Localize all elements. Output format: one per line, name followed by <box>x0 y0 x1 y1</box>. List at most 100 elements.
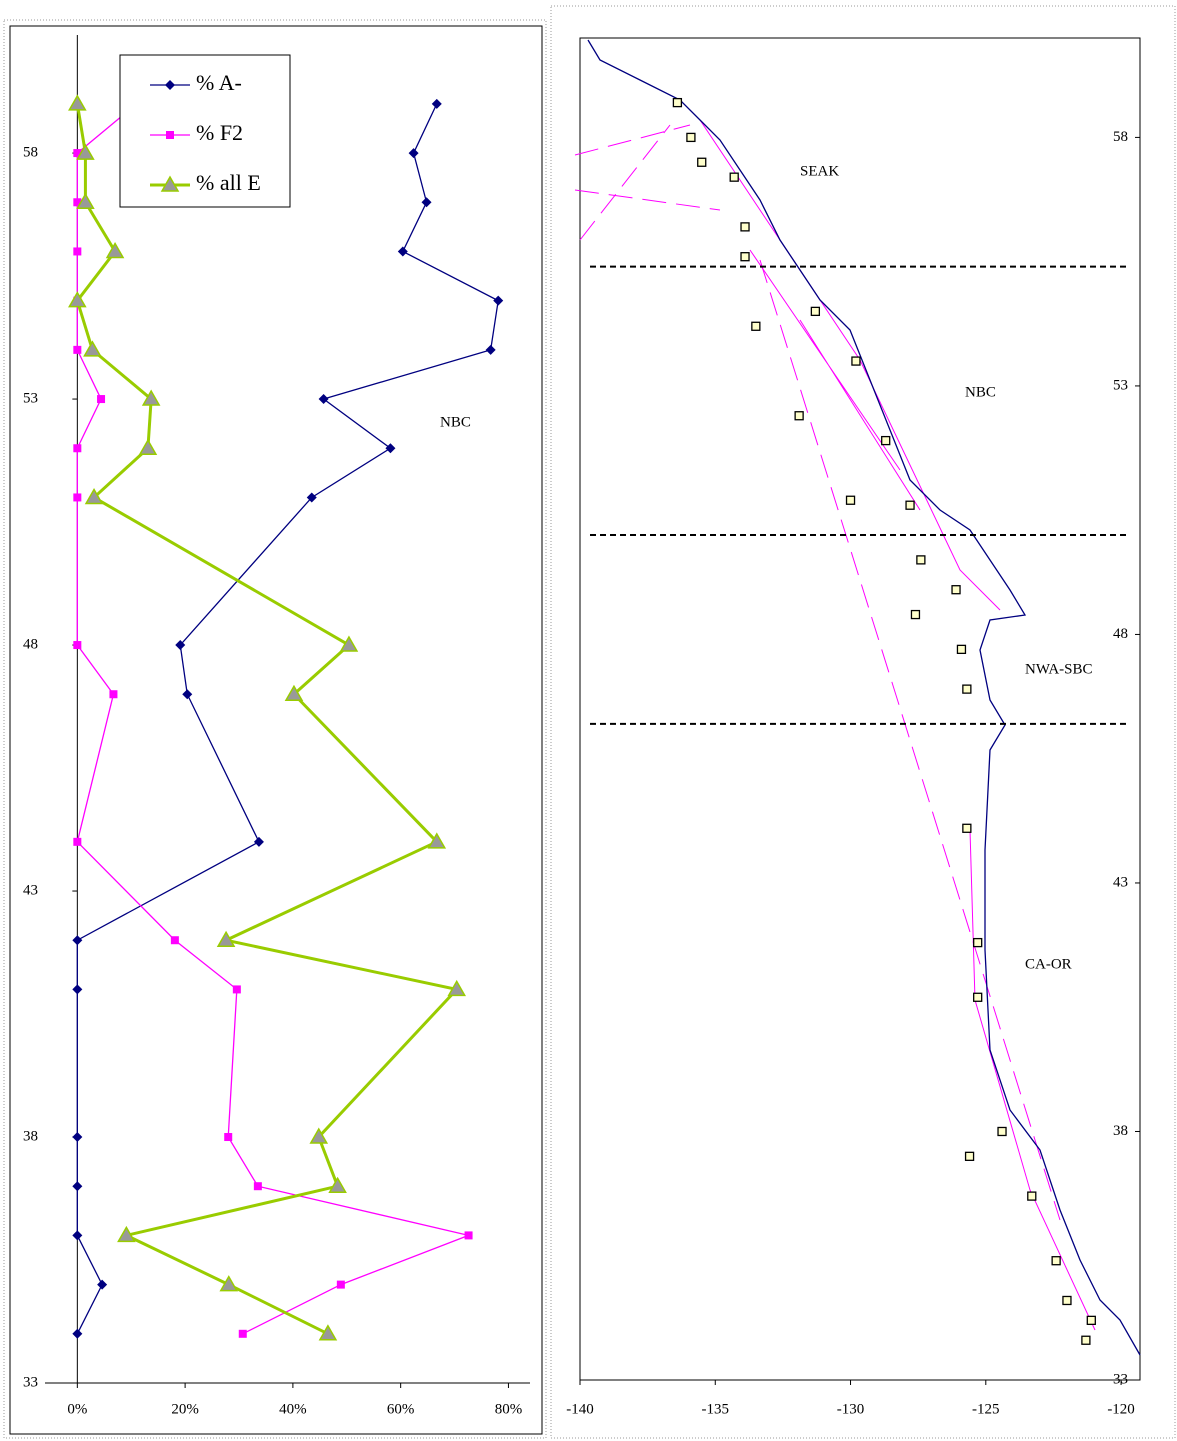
y-tick-label: 33 <box>23 1374 38 1390</box>
marker <box>72 1230 83 1241</box>
marker <box>105 241 125 259</box>
marker <box>421 197 432 208</box>
sample-point <box>881 435 891 446</box>
marker <box>73 345 82 354</box>
marker <box>284 684 304 701</box>
marker <box>493 295 504 306</box>
marker <box>219 1275 239 1292</box>
marker <box>464 1231 473 1240</box>
sample-point <box>1086 1315 1096 1326</box>
annotation: NBC <box>440 414 471 430</box>
legend-label: % F2 <box>196 120 243 145</box>
x-tick-label: -120 <box>1107 1401 1135 1417</box>
marker <box>138 438 158 456</box>
y-tick-label: 48 <box>1113 626 1128 642</box>
marker <box>73 149 82 158</box>
x-tick-label: -130 <box>837 1401 865 1417</box>
sample-point <box>729 172 739 182</box>
sample-point <box>956 644 967 655</box>
sample-point <box>951 585 961 595</box>
coastline <box>587 39 1141 1356</box>
movement-line <box>759 259 1061 1221</box>
sample-point <box>1051 1256 1061 1266</box>
sample-point <box>962 823 972 833</box>
marker <box>336 1280 345 1289</box>
sample-point <box>697 157 707 167</box>
sample-point <box>845 495 856 505</box>
marker <box>141 389 161 406</box>
marker <box>318 394 329 405</box>
x-tick-label: 60% <box>387 1401 415 1417</box>
legend-label: % all E <box>196 170 261 195</box>
movement-lines <box>574 119 1096 1331</box>
sample-point <box>973 992 983 1002</box>
marker <box>73 444 82 453</box>
marker <box>309 1127 329 1144</box>
y-tick-label: 38 <box>1113 1123 1128 1139</box>
sample-point <box>794 411 804 421</box>
movement-line <box>699 119 1096 1331</box>
y-tick-label: 53 <box>1113 377 1128 393</box>
marker <box>170 936 179 945</box>
marker <box>73 641 82 650</box>
sample-point <box>810 306 821 317</box>
sample-point <box>910 609 921 620</box>
marker <box>397 246 408 257</box>
marker <box>72 935 83 946</box>
marker <box>73 837 82 846</box>
sample-point <box>973 937 983 948</box>
sample-point <box>964 1151 975 1161</box>
marker <box>166 131 174 139</box>
x-tick-label: -135 <box>702 1401 730 1417</box>
y-tick-label: 58 <box>1113 129 1128 145</box>
right-chart: -140 -135 -130 -125 -120 33 38 43 48 53 58 SEAK NBC N… <box>566 97 1140 1417</box>
region-label: NWA-SBC <box>1025 661 1093 677</box>
y-tick-label: 38 <box>23 1128 38 1144</box>
legend: % A- % F2 % all E <box>119 54 291 208</box>
marker <box>427 832 447 849</box>
left-panel-border <box>3 19 547 1439</box>
x-tick-label: -140 <box>566 1401 594 1417</box>
marker <box>84 487 104 505</box>
region-label: CA-OR <box>1025 956 1072 972</box>
marker <box>76 143 95 160</box>
marker <box>175 640 186 651</box>
marker <box>485 344 496 355</box>
sample-point <box>751 321 761 331</box>
marker <box>408 148 419 159</box>
y-tick-label: 53 <box>23 390 38 406</box>
marker <box>73 198 82 207</box>
left-panel-frame <box>9 25 543 1435</box>
sample-point <box>672 97 683 108</box>
marker <box>76 192 95 210</box>
sample-point <box>1062 1295 1072 1306</box>
y-tick-label: 33 <box>1113 1371 1128 1387</box>
marker <box>253 1182 262 1191</box>
marker <box>73 493 82 502</box>
right-panel-border <box>550 5 1176 1439</box>
series-line <box>76 103 471 1335</box>
x-tick-label: 0% <box>67 1401 87 1417</box>
marker <box>109 690 118 699</box>
marker <box>73 247 82 256</box>
marker <box>224 1133 233 1142</box>
marker <box>216 930 236 947</box>
sample-point <box>962 684 972 694</box>
sample-point <box>740 252 750 262</box>
marker <box>72 1132 83 1143</box>
marker <box>83 340 102 357</box>
sample-point <box>916 555 926 565</box>
movement-line <box>574 124 721 241</box>
legend-label: % A- <box>196 70 242 95</box>
marker <box>318 1324 338 1341</box>
x-tick-label: 80% <box>495 1401 523 1417</box>
marker <box>306 492 317 503</box>
sample-point <box>1081 1335 1091 1345</box>
marker <box>72 984 83 995</box>
marker <box>232 985 241 994</box>
marker <box>160 175 180 192</box>
sample-point <box>851 356 861 366</box>
region-label: NBC <box>965 384 996 400</box>
sample-point <box>740 222 750 232</box>
